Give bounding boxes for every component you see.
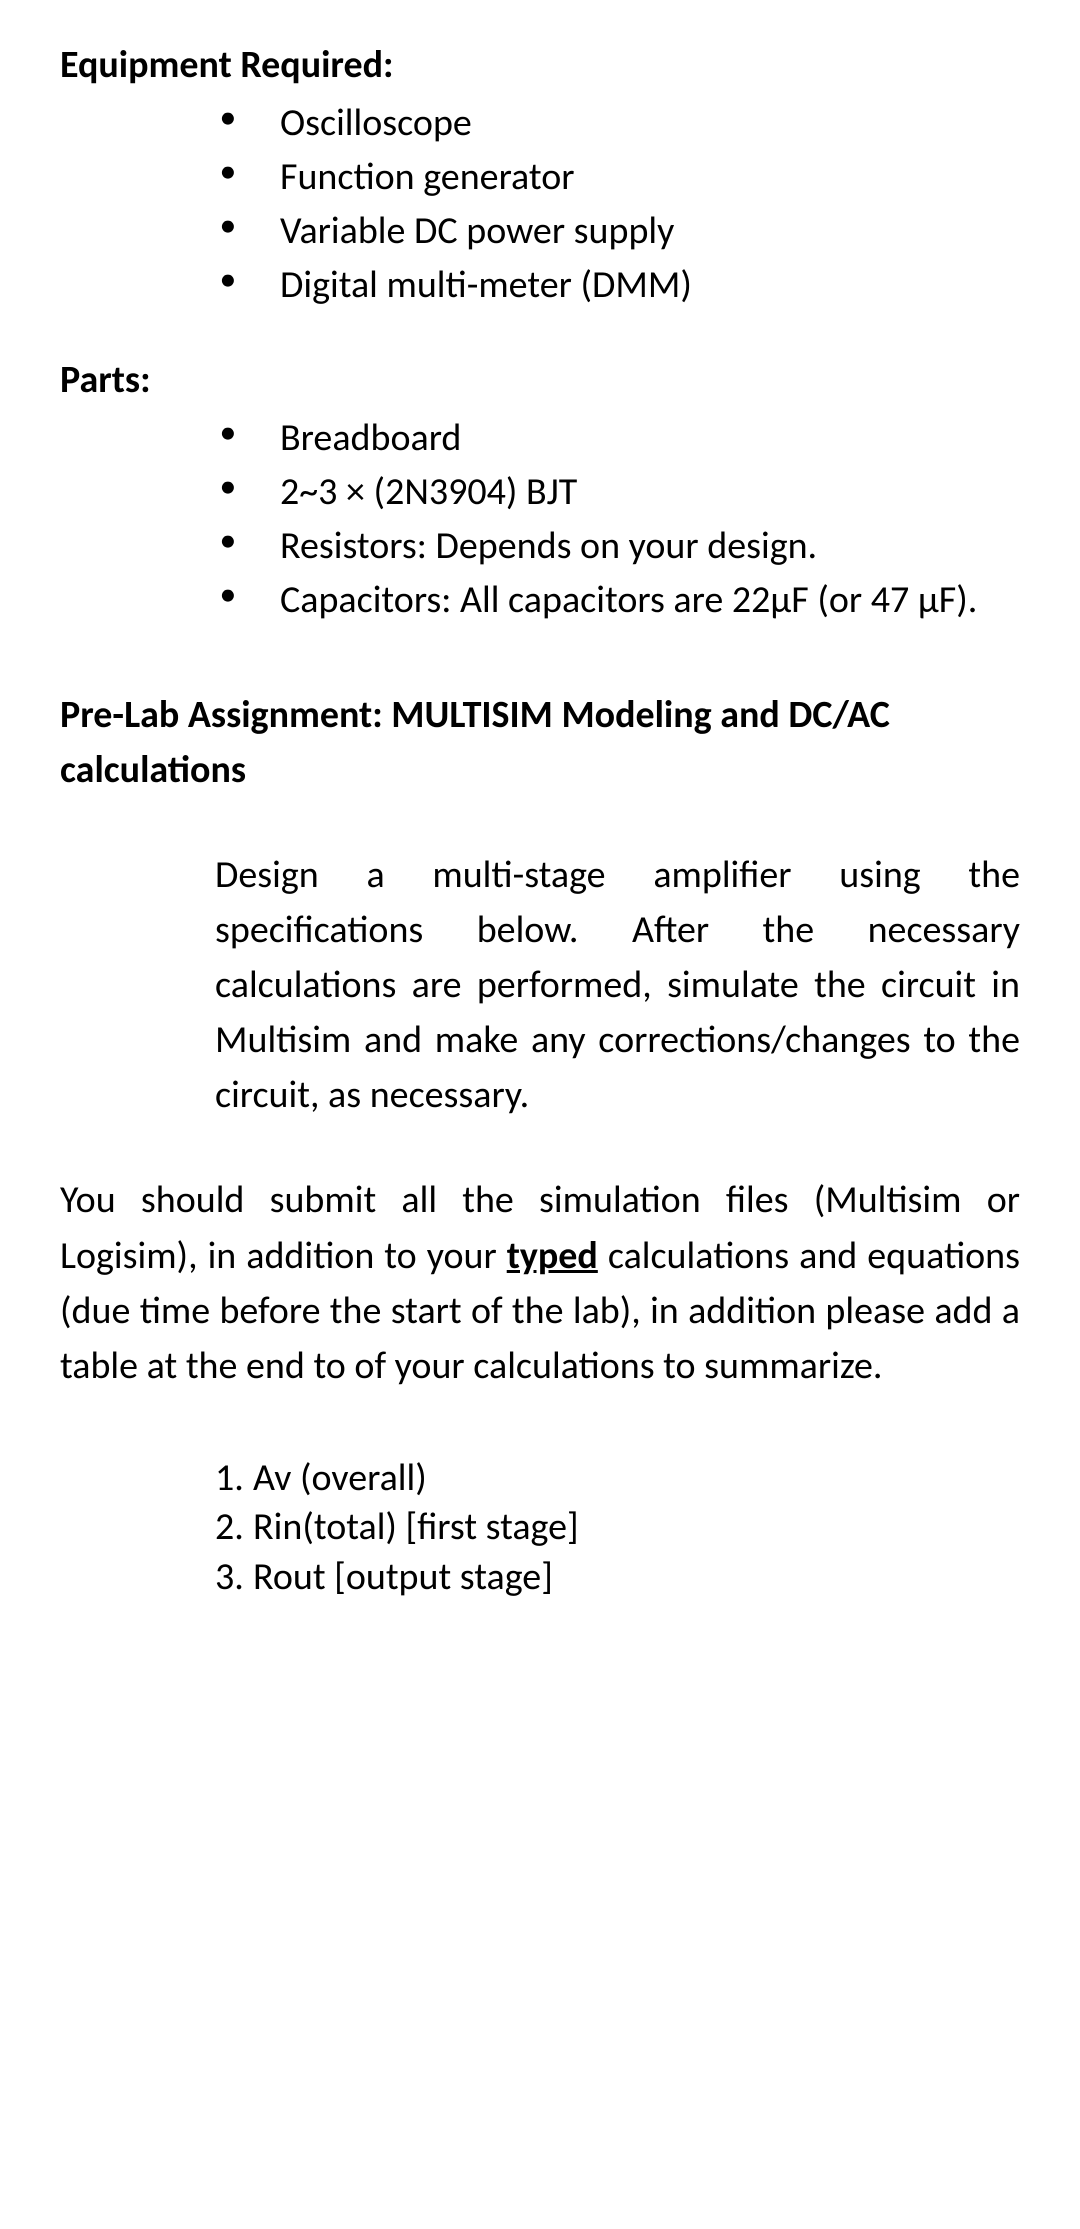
item-number: 1. (215, 1454, 253, 1503)
item-text: Rin(total) [first stage] (253, 1504, 579, 1550)
list-item: 2~3 × (2N3904) BJT (220, 466, 1020, 520)
parts-list: Breadboard 2~3 × (2N3904) BJT Resistors:… (220, 412, 1020, 628)
para2-typed-word: typed (507, 1233, 598, 1279)
prelab-paragraph-2: You should submit all the simulation fil… (60, 1173, 1020, 1393)
item-number: 2. (215, 1503, 253, 1552)
prelab-paragraph-1: Design a multi-stage amplifier using the… (215, 848, 1020, 1123)
list-item: 2.Rin(total) [first stage] (215, 1503, 1020, 1552)
list-item: 1.Av (overall) (215, 1454, 1020, 1503)
list-item: Variable DC power supply (220, 205, 1020, 259)
list-item: 3.Rout [output stage] (215, 1553, 1020, 1602)
list-item: Function generator (220, 151, 1020, 205)
item-text: Av (overall) (253, 1455, 427, 1501)
list-item: Oscilloscope (220, 97, 1020, 151)
prelab-heading: Pre-Lab Assignment: MULTISIM Modeling an… (60, 688, 1020, 798)
item-number: 3. (215, 1553, 253, 1602)
list-item: Breadboard (220, 412, 1020, 466)
list-item: Digital multi-meter (DMM) (220, 259, 1020, 313)
summary-list: 1.Av (overall) 2.Rin(total) [first stage… (215, 1454, 1020, 1602)
item-text: Rout [output stage] (253, 1554, 553, 1600)
parts-heading: Parts: (60, 353, 1020, 408)
list-item: Capacitors: All capacitors are 22µF (or … (220, 574, 1020, 628)
equipment-heading: Equipment Required: (60, 38, 1020, 93)
list-item: Resistors: Depends on your design. (220, 520, 1020, 574)
equipment-list: Oscilloscope Function generator Variable… (220, 97, 1020, 313)
